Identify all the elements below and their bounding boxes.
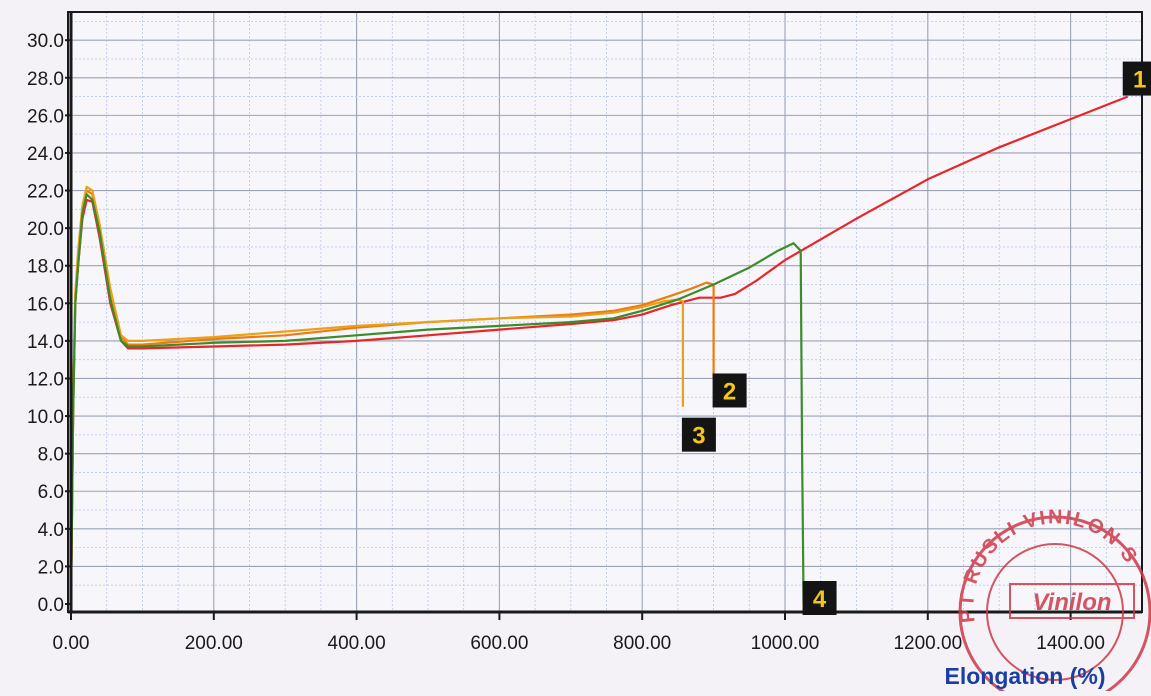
y-tick-label: 22.0 (27, 182, 64, 203)
series-end-label-4: 4 (802, 581, 837, 615)
series-end-label-1: 1 (1122, 61, 1151, 96)
y-tick-label: 28.0 (27, 69, 64, 90)
x-tick-label: 600.00 (470, 633, 528, 654)
svg-text:3: 3 (692, 423, 705, 450)
svg-text:1: 1 (1133, 67, 1146, 94)
x-tick-label: 1200.00 (893, 633, 962, 654)
y-tick-label: 16.0 (27, 294, 64, 315)
y-tick-label: 6.0 (38, 482, 64, 503)
y-tick-label: 10.0 (27, 407, 64, 428)
series-end-label-3: 3 (681, 417, 716, 452)
y-tick-label: 12.0 (27, 369, 64, 390)
y-tick-label: 24.0 (27, 144, 64, 165)
series-lines (69, 95, 1129, 605)
series-end-labels: 1 23 4 (681, 61, 1151, 615)
series-line-4 (69, 193, 805, 605)
x-tick-label: 200.00 (185, 633, 243, 654)
x-tick-label: 0.00 (53, 633, 90, 654)
y-tick-label: 0.0 (38, 595, 64, 616)
y-tick-label: 4.0 (38, 520, 64, 541)
x-axis-label: Elongation (%) (945, 663, 1106, 689)
svg-text:2: 2 (723, 378, 736, 405)
y-tick-label: 18.0 (27, 257, 64, 278)
stamp-logo-box (1009, 583, 1135, 619)
x-tick-label: 1400.00 (1036, 633, 1105, 654)
axis-ticks: 0.0 2.0 4.0 6.0 8.0 10.0 12.0 14.0 16.0 18.0 20.0 2… (27, 31, 1105, 654)
grid (71, 12, 1142, 612)
stamp-logo-text: Vinilon (1032, 589, 1111, 616)
y-tick-label: 8.0 (38, 445, 64, 466)
y-tick-label: 30.0 (27, 31, 64, 52)
y-tick-label: 20.0 (27, 219, 64, 240)
y-tick-label: 2.0 (38, 557, 64, 578)
series-line-1 (69, 95, 1129, 605)
stamp-outer-ring (958, 515, 1151, 696)
y-tick-label: 14.0 (27, 332, 64, 353)
series-end-label-2: 2 (712, 373, 747, 408)
stamp-inner-ring (986, 543, 1124, 681)
x-tick-label: 800.00 (613, 633, 671, 654)
y-tick-label: 26.0 (27, 106, 64, 127)
svg-text:4: 4 (813, 586, 827, 613)
x-tick-label: 1000.00 (751, 633, 820, 654)
x-tick-label: 400.00 (328, 633, 386, 654)
